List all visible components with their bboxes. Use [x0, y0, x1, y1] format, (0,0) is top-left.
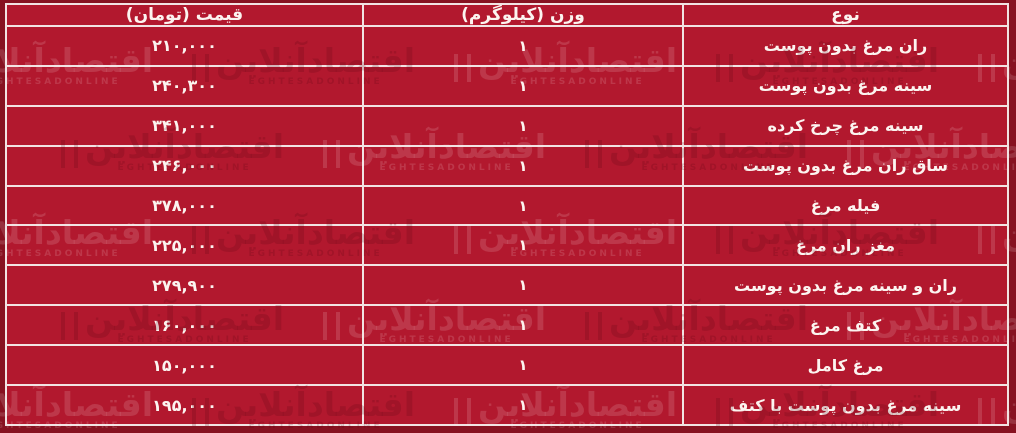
cell-price: ۳۷۸,۰۰۰	[5, 184, 364, 227]
cell-type: سینه مرغ چرخ کرده	[682, 104, 1009, 147]
header-weight: وزن (کیلوگرم)	[362, 3, 684, 27]
cell-type: ران مرغ بدون پوست	[682, 25, 1009, 67]
table-row: ساق ران مرغ بدون پوست ۱ ۲۴۶,۰۰۰	[5, 144, 1009, 187]
cell-weight: ۱	[362, 344, 684, 387]
cell-weight: ۱	[362, 104, 684, 147]
table-row: مرغ کامل ۱ ۱۵۰,۰۰۰	[5, 344, 1009, 387]
cell-type: کتف مرغ	[682, 304, 1009, 347]
cell-weight: ۱	[362, 184, 684, 227]
cell-type: فیله مرغ	[682, 184, 1009, 227]
cell-type: سینه مرغ بدون پوست	[682, 64, 1009, 107]
cell-price: ۲۴۰,۳۰۰	[5, 64, 364, 107]
table-row: کتف مرغ ۱ ۱۶۰,۰۰۰	[5, 304, 1009, 347]
chicken-price-table: نوع وزن (کیلوگرم) قیمت (تومان) ران مرغ ب…	[5, 3, 1009, 426]
cell-weight: ۱	[362, 264, 684, 307]
table-row: سینه مرغ چرخ کرده ۱ ۳۴۱,۰۰۰	[5, 104, 1009, 147]
cell-weight: ۱	[362, 144, 684, 187]
cell-price: ۲۴۶,۰۰۰	[5, 144, 364, 187]
header-price: قیمت (تومان)	[5, 3, 364, 27]
table-frame: نوع وزن (کیلوگرم) قیمت (تومان) ران مرغ ب…	[5, 3, 1009, 426]
table-row: فیله مرغ ۱ ۳۷۸,۰۰۰	[5, 184, 1009, 227]
header-row: نوع وزن (کیلوگرم) قیمت (تومان)	[5, 3, 1009, 27]
cell-weight: ۱	[362, 384, 684, 426]
cell-price: ۲۱۰,۰۰۰	[5, 25, 364, 67]
table-row: سینه مرغ بدون پوست با کتف ۱ ۱۹۵,۰۰۰	[5, 384, 1009, 426]
cell-price: ۱۶۰,۰۰۰	[5, 304, 364, 347]
cell-weight: ۱	[362, 304, 684, 347]
table-body: ران مرغ بدون پوست ۱ ۲۱۰,۰۰۰ سینه مرغ بدو…	[5, 25, 1009, 426]
cell-type: ران و سینه مرغ بدون پوست	[682, 264, 1009, 307]
header-type: نوع	[682, 3, 1009, 27]
table-row: ران و سینه مرغ بدون پوست ۱ ۲۷۹,۹۰۰	[5, 264, 1009, 307]
cell-weight: ۱	[362, 25, 684, 67]
cell-price: ۳۴۱,۰۰۰	[5, 104, 364, 147]
cell-price: ۱۵۰,۰۰۰	[5, 344, 364, 387]
table-row: سینه مرغ بدون پوست ۱ ۲۴۰,۳۰۰	[5, 64, 1009, 107]
cell-price: ۱۹۵,۰۰۰	[5, 384, 364, 426]
cell-type: مغز ران مرغ	[682, 224, 1009, 267]
table-row: ران مرغ بدون پوست ۱ ۲۱۰,۰۰۰	[5, 25, 1009, 67]
cell-weight: ۱	[362, 224, 684, 267]
cell-type: مرغ کامل	[682, 344, 1009, 387]
cell-type: ساق ران مرغ بدون پوست	[682, 144, 1009, 187]
cell-price: ۲۷۹,۹۰۰	[5, 264, 364, 307]
cell-weight: ۱	[362, 64, 684, 107]
table-row: مغز ران مرغ ۱ ۲۲۵,۰۰۰	[5, 224, 1009, 267]
cell-type: سینه مرغ بدون پوست با کتف	[682, 384, 1009, 426]
cell-price: ۲۲۵,۰۰۰	[5, 224, 364, 267]
